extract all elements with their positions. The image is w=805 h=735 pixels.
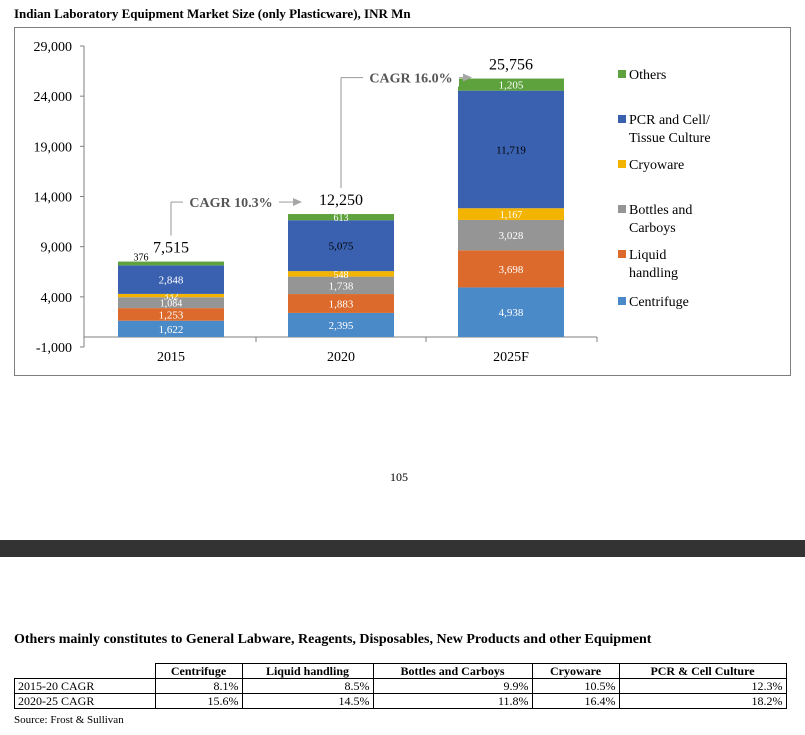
cagr-header-cryoware: Cryoware (531, 663, 620, 679)
data-label: 1,738 (329, 280, 354, 292)
row-label: 2020-25 CAGR (14, 693, 156, 709)
bar-segment (288, 220, 394, 272)
y-tick-label: 19,000 (34, 140, 73, 155)
chart-title: Indian Laboratory Equipment Market Size … (14, 6, 411, 21)
data-label: 2,848 (159, 275, 184, 287)
cagr-header-pcr: PCR & Cell Culture (618, 663, 787, 679)
legend-swatch (618, 115, 626, 123)
x-tick-label: 2020 (327, 350, 355, 365)
data-label: 613 (334, 213, 349, 224)
table-cell: 12.3% (618, 678, 787, 694)
data-label: 1,084 (160, 299, 183, 310)
table-cell: 16.4% (531, 693, 620, 709)
bar-segment (118, 308, 224, 321)
legend-swatch (618, 160, 626, 168)
data-label: 5,075 (329, 241, 354, 253)
total-label: 12,250 (319, 192, 363, 209)
data-label: 1,622 (159, 324, 184, 336)
bar-segment (288, 312, 394, 337)
y-tick-label: 29,000 (34, 40, 73, 55)
legend-label: Others (629, 68, 666, 83)
cagr-header-centrifuge: Centrifuge (154, 663, 243, 679)
legend-label: Cryoware (629, 158, 684, 173)
table-cell: 15.6% (154, 693, 243, 709)
x-tick-label: 2015 (157, 350, 185, 365)
row-label: 2015-20 CAGR (14, 678, 156, 694)
bar-segment (118, 261, 224, 266)
data-label: 548 (334, 270, 349, 281)
data-label: 376 (134, 253, 149, 264)
cagr-arrowhead (293, 198, 302, 207)
legend-swatch (618, 250, 626, 258)
bar-segment (288, 214, 394, 221)
table-cell: 11.8% (372, 693, 533, 709)
data-label: 2,395 (329, 320, 354, 332)
y-tick-label: 9,000 (41, 241, 73, 256)
bar-segment (458, 287, 564, 337)
legend-label: PCR and Cell/Tissue Culture (629, 113, 711, 146)
bar-segment (118, 297, 224, 309)
cagr-label: CAGR 10.3% (189, 196, 272, 211)
table-cell: 14.5% (241, 693, 374, 709)
y-tick-label: 24,000 (34, 90, 73, 105)
source-note: Source: Frost & Sullivan (14, 714, 124, 726)
legend-swatch (618, 297, 626, 305)
legend-label: Centrifuge (629, 295, 689, 310)
legend-label: Bottles and Carboys (629, 203, 692, 236)
x-tick-label: 2025F (493, 350, 529, 365)
bar-segment (288, 294, 394, 313)
cagr-table-header-row: Centrifuge Liquid handling Bottles and C… (14, 663, 787, 679)
data-label: 11,719 (496, 144, 526, 156)
data-label: 1,167 (500, 210, 523, 221)
stacked-bar-chart: -1,000 4,000 9,000 14,000 19,000 24,000 29,000… (34, 40, 711, 365)
table-cell: 8.5% (241, 678, 374, 694)
data-label: 1,883 (329, 298, 354, 310)
table-cell: 8.1% (154, 678, 243, 694)
cagr-label-background (363, 68, 459, 87)
bar-segment (458, 208, 564, 220)
cagr-header-liquid-handling: Liquid handling (241, 663, 374, 679)
table-cell: 18.2% (618, 693, 787, 709)
page-number: 105 (390, 470, 408, 484)
y-tick-label: 4,000 (41, 291, 73, 306)
cagr-arrowhead (463, 73, 472, 82)
data-label: 3,698 (499, 264, 524, 276)
legend-label: Liquid handling (629, 248, 678, 281)
y-tick-label: -1,000 (36, 341, 72, 356)
cagr-label: CAGR 16.0% (369, 72, 452, 87)
data-label: 3,028 (499, 230, 524, 242)
chart-frame: -1,000 4,000 9,000 14,000 19,000 24,000 29,000… (14, 27, 791, 376)
cagr-label-background (183, 193, 279, 212)
table-cell: 10.5% (531, 678, 620, 694)
table-row: 2015-20 CAGR 8.1% 8.5% 9.9% 10.5% 12.3% (14, 678, 787, 694)
data-label: 1,205 (499, 80, 524, 92)
others-note: Others mainly constitutes to General Lab… (14, 632, 652, 647)
y-tick-label: 14,000 (34, 191, 73, 206)
bar-segment (458, 219, 564, 251)
data-label: 332 (164, 292, 179, 303)
bar-segment (458, 250, 564, 288)
total-label: 25,756 (489, 57, 533, 74)
bar-segment (118, 320, 224, 337)
data-label: 1,253 (159, 309, 184, 321)
bar-segment (118, 293, 224, 298)
cagr-header-bottles-carboys: Bottles and Carboys (372, 663, 533, 679)
cagr-table: Centrifuge Liquid handling Bottles and C… (14, 663, 787, 709)
bar-segment (458, 90, 564, 209)
data-label: 4,938 (499, 307, 524, 319)
bar-segment (288, 271, 394, 277)
bar-segment (288, 276, 394, 295)
bar-segment (118, 265, 224, 294)
page-divider-band (0, 540, 805, 557)
legend-swatch (618, 205, 626, 213)
bar-segment (458, 78, 564, 91)
legend-swatch (618, 70, 626, 78)
cagr-table-corner (14, 663, 156, 679)
table-cell: 9.9% (372, 678, 533, 694)
table-row: 2020-25 CAGR 15.6% 14.5% 11.8% 16.4% 18.… (14, 693, 787, 709)
total-label: 7,515 (153, 240, 189, 257)
